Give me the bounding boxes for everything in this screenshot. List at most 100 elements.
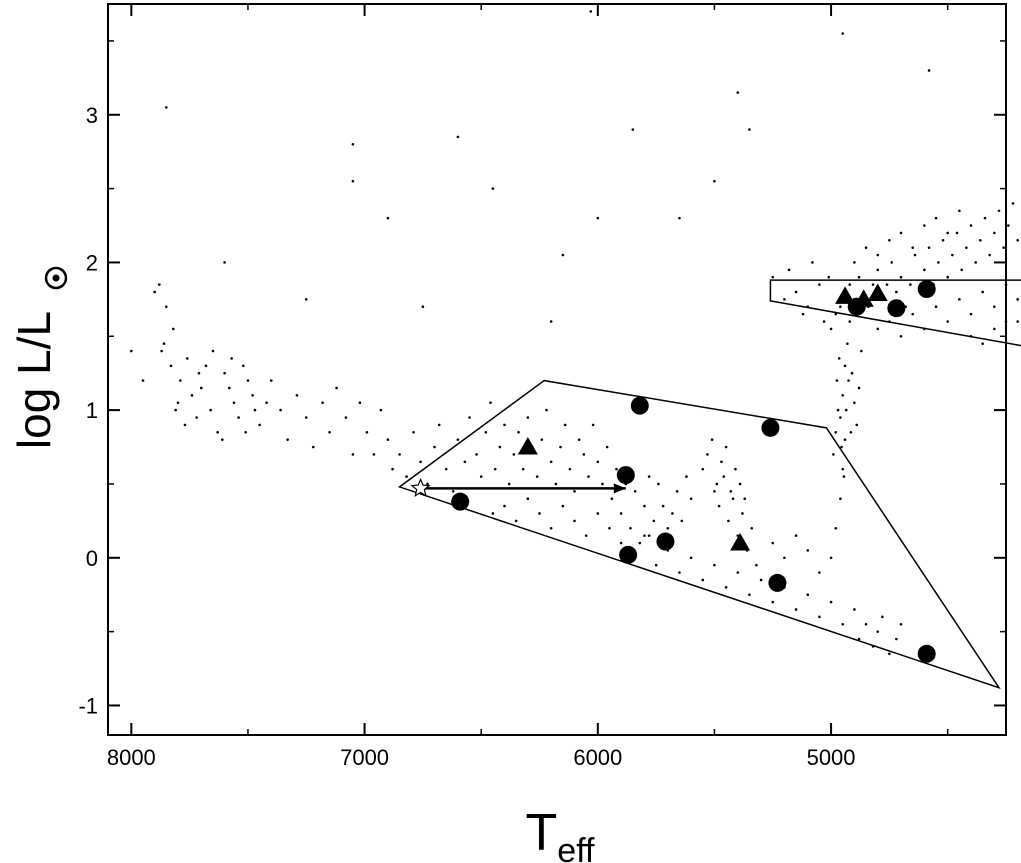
field-star-dot <box>412 430 415 434</box>
field-star-dot <box>246 379 250 382</box>
field-star-dot <box>844 408 848 412</box>
field-star-dot <box>736 91 740 94</box>
field-star-dot <box>1016 298 1019 301</box>
x-axis-title: Teff <box>526 804 596 863</box>
field-star-dot <box>223 261 226 264</box>
field-star-dot <box>199 386 203 390</box>
field-star-dot <box>526 416 530 419</box>
field-star-dot <box>391 467 394 471</box>
field-star-dot <box>857 386 861 390</box>
field-star-dot <box>713 179 716 183</box>
svg-text:log L/L: log L/L <box>8 311 60 449</box>
field-star-dot <box>197 371 201 375</box>
field-star-dot <box>608 526 611 530</box>
field-star-dot <box>615 467 618 471</box>
field-star-dot <box>829 600 833 604</box>
y-tick-label: -1 <box>78 693 98 718</box>
field-star-dot <box>899 334 903 338</box>
field-star-dot <box>853 608 856 611</box>
field-star-dot <box>993 305 996 309</box>
field-star-dot <box>647 534 651 537</box>
field-star-dot <box>839 497 842 501</box>
field-star-dot <box>141 379 145 382</box>
region-polygons <box>397 279 1021 690</box>
field-star-dot <box>444 467 448 471</box>
track-arrowhead <box>613 483 626 494</box>
sample-circle-marker <box>917 280 936 299</box>
lower-region-polygon <box>397 379 1001 690</box>
field-star-dot <box>888 652 891 656</box>
field-star-dot <box>507 482 511 486</box>
field-star-dot <box>426 482 429 486</box>
field-star-dot <box>186 357 189 360</box>
field-star-dot <box>304 416 308 419</box>
field-star-dot <box>734 467 737 471</box>
field-star-dot <box>351 453 355 456</box>
field-star-dot <box>372 453 376 456</box>
field-star-dot <box>629 526 632 530</box>
y-axis-title-text: log L/L <box>8 311 60 449</box>
field-star-dot <box>538 512 541 515</box>
y-axis-title: log L/L <box>8 266 68 449</box>
field-star-dot <box>517 430 520 434</box>
field-star-dot <box>855 423 859 427</box>
field-star-dot <box>885 283 889 286</box>
field-star-dot <box>876 268 880 272</box>
field-star-dot <box>997 209 1001 213</box>
field-star-dot <box>941 238 945 242</box>
sample-triangle-marker <box>867 283 888 301</box>
field-star-dot <box>832 453 835 456</box>
field-star-dot <box>818 615 821 619</box>
field-star-dot <box>909 283 912 286</box>
field-star-dot <box>456 438 460 441</box>
field-star-dot <box>783 298 786 301</box>
field-star-dot <box>876 253 880 257</box>
field-star-dot <box>549 526 553 530</box>
field-star-dot <box>589 10 593 13</box>
upper-region-polygon <box>769 279 1021 347</box>
field-star-dot <box>561 504 565 508</box>
field-star-dot <box>195 416 198 419</box>
y-tick-label: 3 <box>86 103 98 128</box>
field-star-dot <box>840 445 843 449</box>
sample-triangle-marker <box>730 533 751 551</box>
field-star-dot <box>934 305 938 309</box>
field-star-dot <box>405 475 408 478</box>
evolution-track <box>410 477 626 497</box>
field-star-dot <box>549 460 553 464</box>
field-star-dot <box>837 357 841 360</box>
field-star-dot <box>241 364 245 368</box>
field-star-dot <box>491 187 495 190</box>
field-star-dot <box>591 423 595 427</box>
field-star-dot <box>328 430 331 434</box>
field-star-dot <box>689 497 693 501</box>
field-star-dot <box>794 608 798 611</box>
field-star-dot <box>871 283 875 286</box>
field-star-dot <box>204 364 208 368</box>
field-star-dot <box>729 490 733 493</box>
field-star-dot <box>748 128 751 131</box>
field-star-dot <box>895 290 898 294</box>
field-star-dot <box>633 490 637 493</box>
field-star-dot <box>311 445 315 449</box>
field-star-dot <box>183 423 187 427</box>
field-star-dot <box>559 445 562 449</box>
field-star-dot <box>491 512 495 515</box>
field-star-dot <box>258 423 261 427</box>
field-star-dot <box>577 438 581 441</box>
field-star-dot <box>211 349 215 353</box>
field-star-dot <box>876 327 880 331</box>
field-star-dot <box>654 563 658 567</box>
sample-triangle-marker <box>835 286 856 304</box>
field-star-dot <box>661 504 665 508</box>
field-star-dot <box>913 253 917 257</box>
field-star-dot <box>223 371 226 375</box>
field-star-dot <box>759 578 763 582</box>
field-star-dot <box>253 408 257 412</box>
sample-circle-marker <box>768 573 787 592</box>
field-star-dot <box>981 342 984 345</box>
field-star-dot <box>864 622 868 626</box>
field-star-dot <box>848 320 852 323</box>
sample-circle-marker <box>887 299 906 318</box>
field-star-dot <box>568 467 572 471</box>
